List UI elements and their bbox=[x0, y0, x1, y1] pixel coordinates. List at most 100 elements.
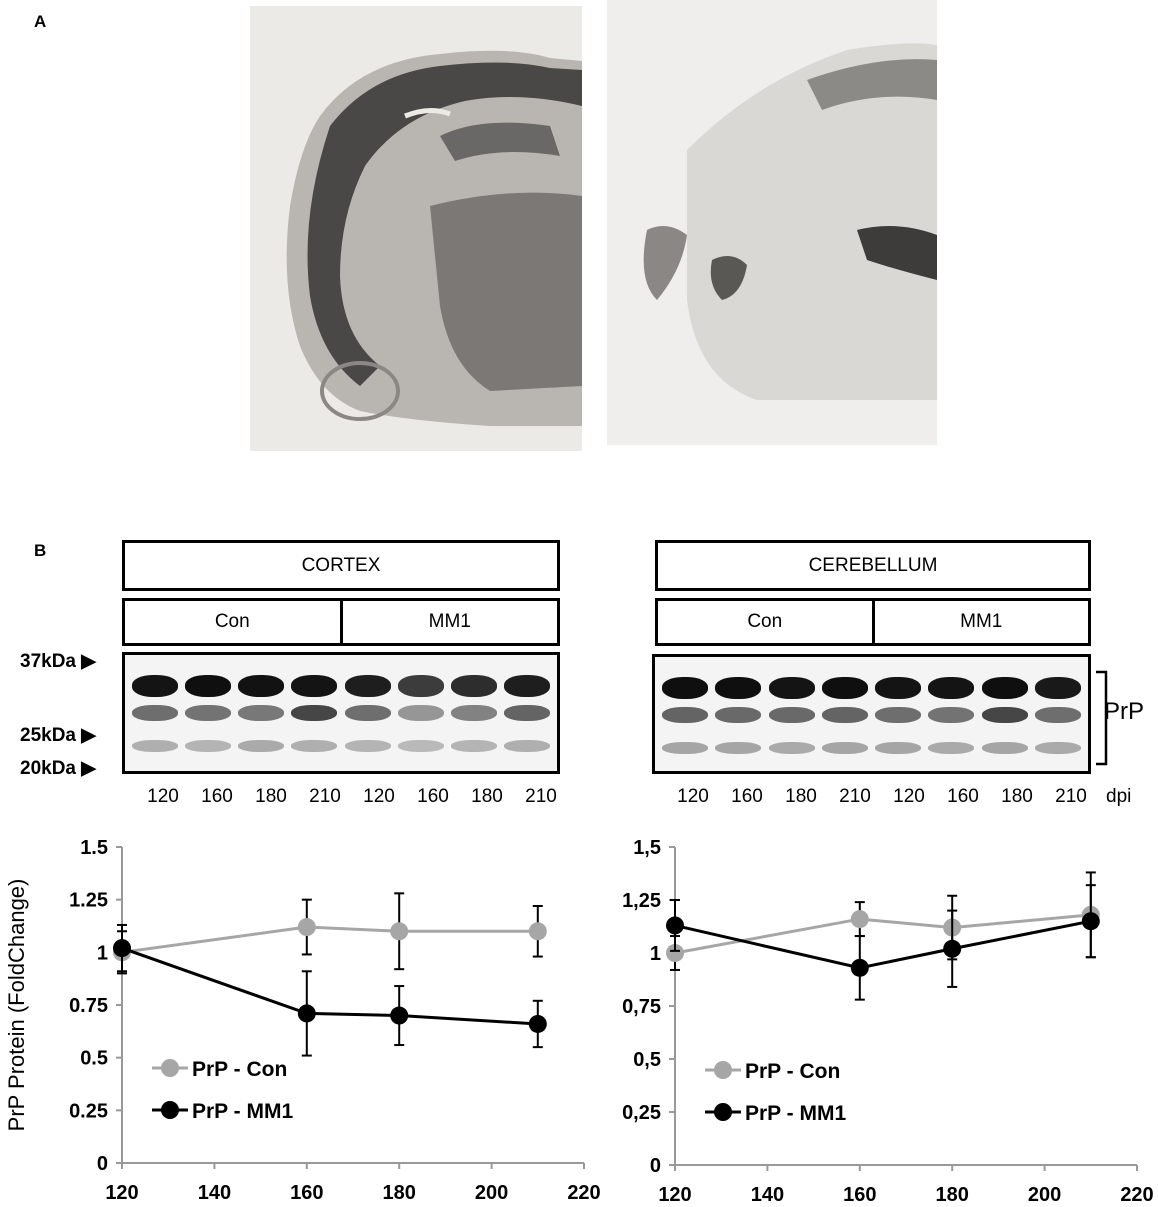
marker-37kda: 37kDa ▶ bbox=[20, 651, 96, 672]
x-tick-label: 160 bbox=[290, 1182, 323, 1204]
x-tick-label: 160 bbox=[843, 1184, 876, 1206]
lane-label: 180 bbox=[471, 786, 503, 807]
blot-lane bbox=[981, 657, 1028, 771]
legend-marker bbox=[714, 1061, 732, 1079]
blot-band bbox=[185, 740, 232, 752]
cortex-group-mm1: MM1 bbox=[339, 601, 558, 643]
y-tick-label: 0.5 bbox=[80, 1048, 108, 1070]
data-point bbox=[390, 1006, 409, 1025]
data-point bbox=[850, 958, 869, 977]
blot-band bbox=[344, 675, 391, 697]
cerebellum-line-chart: 0 0,25 0,5 0,75 1 1,25 1,5 120 140 160 180 200 220 Pr… bbox=[622, 837, 1154, 1206]
cortex-header: CORTEX bbox=[122, 540, 560, 591]
blot-band bbox=[875, 707, 922, 723]
blot-band bbox=[185, 675, 232, 697]
blot-lane bbox=[715, 657, 762, 771]
cerebellum-western-blot bbox=[652, 654, 1091, 774]
blot-band bbox=[715, 742, 762, 754]
y-tick-label: 1 bbox=[650, 943, 661, 965]
data-point bbox=[113, 939, 131, 958]
cortex-western-blot bbox=[122, 652, 560, 774]
series-line bbox=[674, 919, 1092, 970]
x-tick-label: 180 bbox=[936, 1184, 969, 1206]
x-tick-label: 180 bbox=[383, 1182, 416, 1204]
blot-band bbox=[238, 740, 285, 752]
dpi-unit-label: dpi bbox=[1106, 786, 1132, 807]
cortex-group-con: Con bbox=[214, 611, 250, 632]
blot-band bbox=[397, 740, 444, 752]
blot-band bbox=[928, 742, 975, 754]
blot-band bbox=[875, 742, 922, 754]
data-point bbox=[528, 922, 547, 941]
data-point bbox=[850, 910, 869, 929]
blot-band bbox=[875, 677, 922, 699]
lane-label: 120 bbox=[147, 786, 179, 807]
blot-lane bbox=[185, 655, 232, 771]
lane-label: 210 bbox=[839, 786, 871, 807]
blot-lane bbox=[238, 655, 285, 771]
blot-band bbox=[344, 740, 391, 752]
y-tick-label: 0,25 bbox=[622, 1102, 661, 1124]
y-tick-label: 1.25 bbox=[69, 890, 108, 912]
coronal-brain-section-image bbox=[250, 6, 582, 451]
blot-band bbox=[821, 707, 868, 723]
blot-band bbox=[662, 707, 709, 723]
blot-lane bbox=[132, 655, 179, 771]
lane-label: 160 bbox=[417, 786, 449, 807]
y-tick-label: 0.25 bbox=[69, 1100, 108, 1122]
blot-band bbox=[821, 677, 868, 699]
y-tick-label: 0.75 bbox=[69, 995, 108, 1017]
blot-band bbox=[450, 675, 497, 697]
blot-band bbox=[768, 677, 815, 699]
blot-band bbox=[397, 705, 444, 721]
x-tick-label: 220 bbox=[567, 1182, 600, 1204]
cerebellum-dpi-labels: 120 160 180 210 120 160 180 210 bbox=[666, 786, 1098, 808]
blot-band bbox=[291, 675, 338, 697]
blot-band bbox=[981, 677, 1028, 699]
blot-band bbox=[291, 740, 338, 752]
y-axis-title: PrP Protein (FoldChange) bbox=[4, 879, 29, 1132]
lane-label: 160 bbox=[731, 786, 763, 807]
cortex-line-chart: 0 0.25 0.5 0.75 1 1.25 1.5 120 140 160 180 200 220 Pr… bbox=[4, 837, 600, 1204]
blot-lane bbox=[291, 655, 338, 771]
blot-lane bbox=[503, 655, 550, 771]
blot-band bbox=[503, 705, 550, 721]
blot-band bbox=[450, 740, 497, 752]
blot-band bbox=[662, 742, 709, 754]
blot-band bbox=[768, 707, 815, 723]
blot-band bbox=[1034, 677, 1081, 699]
lane-label: 180 bbox=[255, 786, 287, 807]
y-tick-label: 1,5 bbox=[633, 837, 661, 859]
cerebellum-header: CEREBELLUM bbox=[655, 540, 1091, 591]
blot-lane bbox=[397, 655, 444, 771]
blot-band bbox=[1034, 742, 1081, 754]
x-tick-label: 200 bbox=[1028, 1184, 1061, 1206]
blot-lane bbox=[450, 655, 497, 771]
lane-label: 120 bbox=[677, 786, 709, 807]
blot-band bbox=[928, 707, 975, 723]
series-line bbox=[121, 925, 538, 954]
cortex-dpi-labels: 120 160 180 210 120 160 180 210 bbox=[136, 786, 568, 808]
panel-a-letter: A bbox=[34, 12, 47, 31]
legend-label: PrP - Con bbox=[192, 1058, 287, 1081]
cerebellum-group-con: Con bbox=[747, 611, 783, 632]
y-tick-label: 0 bbox=[650, 1155, 661, 1177]
y-tick-label: 1.5 bbox=[80, 837, 108, 859]
data-point bbox=[297, 1004, 316, 1023]
series-line bbox=[121, 946, 538, 1026]
blot-band bbox=[503, 740, 550, 752]
blot-band bbox=[715, 707, 762, 723]
x-tick-label: 140 bbox=[198, 1182, 231, 1204]
x-tick-label: 220 bbox=[1120, 1184, 1153, 1206]
lane-label: 210 bbox=[525, 786, 557, 807]
legend-marker bbox=[714, 1103, 732, 1121]
legend-marker bbox=[161, 1101, 179, 1119]
blot-band bbox=[185, 705, 232, 721]
cerebellum-group-header: Con MM1 bbox=[655, 598, 1091, 646]
blot-band bbox=[981, 707, 1028, 723]
blot-band bbox=[981, 742, 1028, 754]
blot-band bbox=[503, 675, 550, 697]
y-tick-label: 0,5 bbox=[633, 1049, 661, 1071]
blot-band bbox=[238, 675, 285, 697]
blot-band bbox=[238, 705, 285, 721]
